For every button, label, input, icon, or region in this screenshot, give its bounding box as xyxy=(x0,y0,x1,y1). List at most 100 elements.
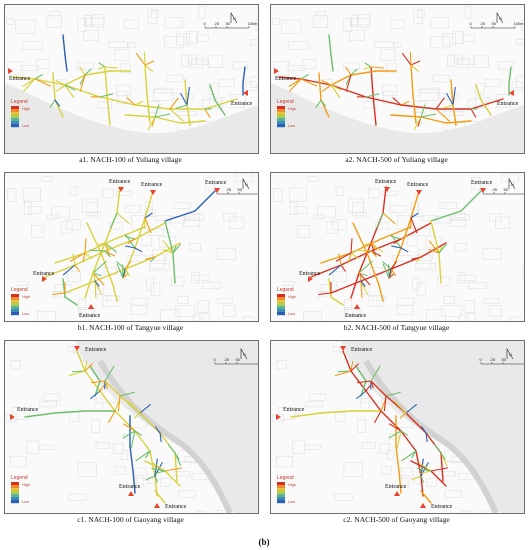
street-segment xyxy=(144,190,154,219)
street-segment xyxy=(388,430,402,439)
street-segment xyxy=(340,264,346,272)
north-arrow-icon xyxy=(240,347,248,360)
street-segment xyxy=(136,52,146,66)
street-segment xyxy=(134,430,151,452)
entrance-marker: Entrance xyxy=(8,68,31,82)
street-segment xyxy=(350,238,353,254)
legend-swatch xyxy=(277,300,285,304)
street-segment xyxy=(134,100,144,106)
entrance-arrow-icon xyxy=(154,503,160,508)
street-segment xyxy=(420,113,437,118)
street-segment xyxy=(389,423,402,432)
street-segment xyxy=(64,84,76,91)
panel-c1: N02550100mLegendHighLowEntranceEntranceE… xyxy=(4,340,259,514)
street-segment xyxy=(145,475,156,481)
entrance-arrow-icon xyxy=(416,190,422,195)
street-segment xyxy=(350,70,377,76)
legend-swatch xyxy=(11,121,19,125)
street-segment xyxy=(92,242,106,274)
street-segment xyxy=(320,99,330,118)
street-segment xyxy=(139,412,161,434)
street-segment xyxy=(128,400,141,414)
legend-swatch xyxy=(277,112,285,116)
street-segment xyxy=(395,445,400,472)
entrance-arrow-icon xyxy=(74,346,80,351)
street-segment xyxy=(355,249,372,252)
scale-tick-label: 25 xyxy=(493,187,498,192)
legend-low: Low xyxy=(22,124,29,128)
street-segment xyxy=(84,360,88,372)
street-segment xyxy=(360,280,363,299)
legend-swatch xyxy=(11,297,19,301)
entrance-label: Entrance xyxy=(431,504,453,510)
map-c1: N02550100mLegendHighLowEntranceEntranceE… xyxy=(6,341,258,513)
street-segment xyxy=(400,104,437,110)
entrance-arrow-icon xyxy=(10,414,15,420)
street-branches xyxy=(318,212,447,299)
street-segment xyxy=(139,403,151,414)
street-segment xyxy=(104,242,111,251)
map-b2: N02550100mLegendHighLowEntranceEntranceE… xyxy=(273,173,524,321)
legend-swatch xyxy=(11,500,19,504)
street-segment xyxy=(410,60,421,66)
street-segment xyxy=(119,391,135,397)
scale-tick-label: 25 xyxy=(481,21,486,26)
street-segment xyxy=(54,99,64,118)
street-segment xyxy=(110,212,118,229)
panel-c2: N02550100mLegendHighLowEntranceEntranceE… xyxy=(270,340,525,514)
street-segment xyxy=(382,263,390,279)
street-segment xyxy=(410,190,420,219)
street-segment xyxy=(116,263,124,279)
legend-swatch xyxy=(277,109,285,113)
street-segment xyxy=(62,278,66,298)
entrance-arrow-icon xyxy=(243,90,248,96)
entrance-arrow-icon xyxy=(214,188,220,193)
street-segment xyxy=(150,256,156,263)
legend-swatch xyxy=(277,485,285,489)
street-segment xyxy=(164,470,181,487)
street-segment xyxy=(97,66,106,70)
entrance-label: Entrance xyxy=(385,484,407,490)
street-segment xyxy=(204,108,211,118)
street-segment xyxy=(359,271,362,282)
entrance-label: Entrance xyxy=(471,180,493,186)
legend-swatch xyxy=(11,303,19,307)
entrance-label: Entrance xyxy=(345,313,367,319)
street-segment xyxy=(376,212,384,229)
legend-swatch xyxy=(11,115,19,119)
street-segment xyxy=(300,78,332,86)
street-segment xyxy=(411,450,417,459)
street-segment xyxy=(84,252,93,259)
legend-swatch xyxy=(11,491,19,495)
street-segment xyxy=(382,261,392,270)
entrance-marker: Entrance xyxy=(276,407,305,420)
street-segment xyxy=(135,450,151,462)
street-segment xyxy=(89,365,101,382)
street-segment xyxy=(364,242,372,246)
street-segment xyxy=(475,84,482,101)
entrance-label: Entrance xyxy=(283,407,305,413)
street-segment xyxy=(56,84,66,92)
street-segment xyxy=(401,450,417,462)
street-segment xyxy=(412,94,417,124)
street-segment xyxy=(124,114,156,118)
street-segment xyxy=(320,99,327,107)
street-segment xyxy=(130,430,136,449)
legend-swatch xyxy=(11,312,19,316)
street-segment xyxy=(86,222,102,254)
street-branches xyxy=(22,51,212,131)
street-segment xyxy=(104,66,119,69)
street-segment xyxy=(154,116,181,124)
street-segment xyxy=(400,430,417,452)
entrance-arrow-icon xyxy=(420,503,426,508)
scale-tick-label: 100m xyxy=(524,357,525,362)
legend-swatch xyxy=(11,485,19,489)
entrance-arrow-icon xyxy=(276,414,281,420)
street-segment xyxy=(186,86,190,106)
entrance-arrow-icon xyxy=(384,187,390,192)
entrance-label: Entrance xyxy=(205,180,227,186)
street-segment xyxy=(400,217,412,249)
street-segment xyxy=(154,490,166,504)
